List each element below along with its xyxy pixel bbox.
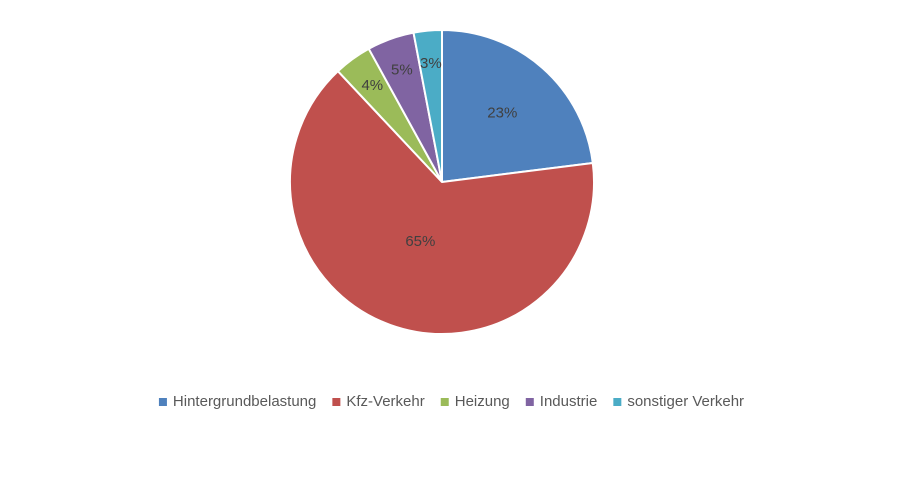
data-label: 23% [487,105,517,122]
data-label: 65% [405,233,435,250]
legend-marker [332,398,341,406]
data-label: 5% [391,61,413,78]
legend-label: Hintergrundbelastung [173,393,316,410]
legend-label: Heizung [455,393,510,410]
legend-marker [525,398,534,406]
legend-label: Kfz-Verkehr [346,393,424,410]
pie-slice [289,69,595,335]
legend-marker [613,398,622,406]
data-label: 3% [420,55,442,72]
legend-marker [158,398,167,406]
legend-marker [440,398,449,406]
data-label: 4% [361,77,383,94]
pie-slice [412,28,443,183]
legend-label: sonstiger Verkehr [627,393,744,410]
legend-label: Industrie [540,393,598,410]
pie-slice [441,28,594,184]
